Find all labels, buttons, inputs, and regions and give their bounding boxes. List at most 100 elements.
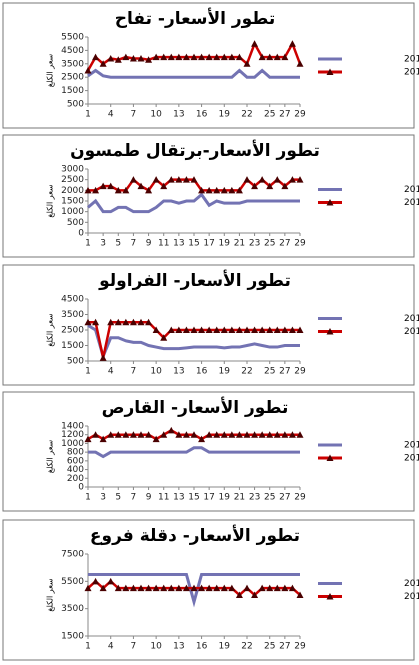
chart-title: تطور الأسعار- دقلة فروع (90, 525, 300, 546)
marker (251, 326, 259, 333)
x-tick-label: 10 (150, 367, 162, 377)
marker (235, 186, 243, 194)
marker (198, 326, 206, 333)
marker (205, 584, 213, 592)
marker (167, 584, 175, 592)
x-tick-label: 16 (196, 642, 208, 652)
x-tick-label: 19 (219, 493, 231, 503)
y-tick-label: 0 (78, 229, 84, 239)
marker (220, 584, 228, 592)
marker (220, 326, 228, 333)
marker (175, 584, 183, 592)
x-tick-label: 1 (85, 239, 91, 249)
legend-label: أفريل 2018 (404, 452, 419, 464)
x-tick-label: 10 (150, 110, 162, 120)
marker (243, 60, 251, 67)
marker (220, 431, 228, 438)
marker (228, 584, 236, 592)
y-tick-label: 1000 (61, 207, 84, 217)
marker (160, 334, 168, 341)
marker (213, 584, 221, 592)
marker (99, 435, 107, 443)
marker (190, 326, 198, 333)
marker (243, 431, 251, 438)
y-tick-label: 1200 (61, 430, 84, 440)
x-tick-label: 22 (241, 642, 252, 652)
marker (167, 326, 175, 333)
y-tick-label: 2500 (61, 326, 84, 336)
marker (122, 186, 130, 194)
legend-label: أفريل 2017 (404, 312, 419, 324)
marker (258, 584, 266, 592)
marker (251, 431, 259, 438)
marker (92, 186, 100, 194)
x-tick-label: 21 (234, 493, 245, 503)
marker (288, 176, 296, 183)
marker (145, 318, 153, 326)
legend-label: أفريل 2018 (404, 590, 419, 602)
x-tick-label: 1 (85, 493, 91, 503)
y-axis-label: سعر الكلغ (46, 53, 55, 87)
marker (122, 53, 130, 61)
marker (92, 318, 100, 326)
marker (160, 584, 168, 592)
marker (273, 176, 281, 183)
marker (122, 431, 130, 438)
marker (228, 326, 236, 333)
x-tick-label: 15 (188, 493, 199, 503)
marker (114, 584, 122, 592)
x-tick-label: 22 (241, 367, 252, 377)
x-tick-label: 22 (241, 110, 252, 120)
marker (107, 577, 115, 585)
y-tick-label: 1500 (61, 632, 84, 642)
x-tick-label: 25 (264, 110, 275, 120)
marker (167, 176, 175, 183)
marker (182, 53, 190, 61)
y-axis-label: سعر الكلغ (46, 313, 55, 347)
marker (137, 584, 145, 592)
series-line (87, 324, 300, 361)
marker (182, 176, 190, 183)
legend-marker (326, 68, 334, 75)
legend-label: أفريل 2018 (404, 66, 419, 78)
marker (251, 591, 259, 598)
marker (145, 186, 153, 194)
y-tick-label: 800 (67, 448, 84, 458)
marker (137, 431, 145, 438)
marker (281, 584, 289, 592)
x-tick-label: 4 (108, 642, 114, 652)
marker (137, 54, 145, 62)
y-tick-label: 1500 (61, 197, 84, 207)
marker (84, 67, 92, 74)
series-line (88, 573, 300, 608)
marker (296, 326, 304, 333)
legend-label: أفريل 2017 (404, 53, 419, 65)
x-tick-label: 23 (249, 239, 260, 249)
x-tick-label: 11 (158, 239, 169, 249)
marker (107, 182, 115, 190)
marker (266, 584, 274, 592)
y-tick-label: 1500 (61, 86, 84, 96)
marker (137, 318, 145, 326)
marker (99, 584, 107, 592)
y-tick-label: 4500 (61, 46, 84, 56)
marker (266, 431, 274, 438)
y-tick-label: 1400 (61, 422, 84, 432)
y-tick-label: 3000 (61, 165, 84, 175)
x-tick-label: 21 (234, 239, 245, 249)
x-tick-label: 15 (188, 239, 199, 249)
marker (205, 431, 213, 438)
marker (190, 584, 198, 592)
marker (99, 60, 107, 67)
x-tick-label: 11 (158, 493, 169, 503)
x-tick-label: 25 (264, 642, 275, 652)
marker (266, 53, 274, 61)
legend-marker (326, 328, 334, 335)
y-tick-label: 2500 (61, 73, 84, 83)
marker (213, 53, 221, 61)
y-tick-label: 5500 (61, 33, 84, 43)
marker (205, 326, 213, 333)
x-tick-label: 25 (264, 239, 275, 249)
marker (198, 53, 206, 61)
